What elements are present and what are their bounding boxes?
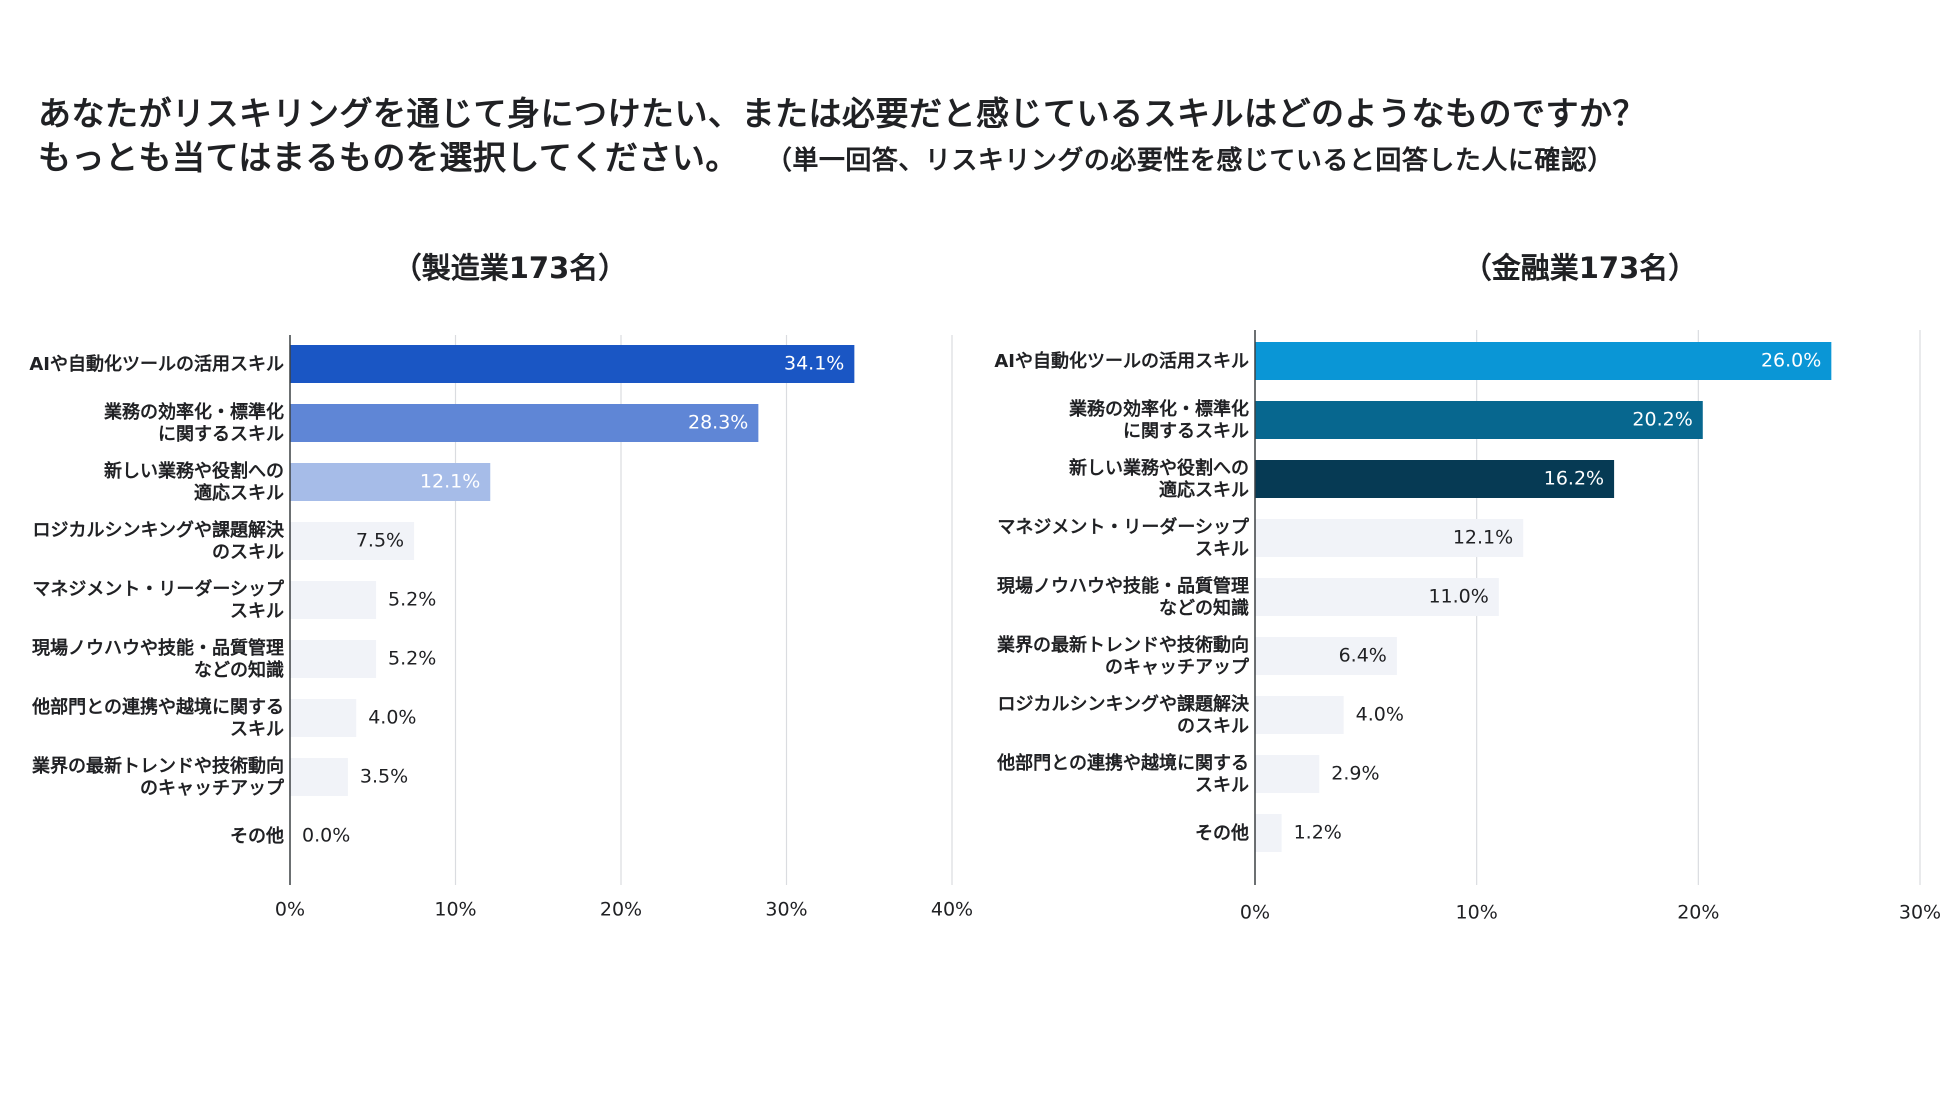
fin-tick-label: 10% [1456,902,1498,924]
fin-data-label: 11.0% [1428,586,1488,608]
fin-data-label: 6.4% [1339,645,1387,667]
title-line-2: もっとも当てはまるものを選択してください。 （単一回答、リスキリングの必要性を感じ… [38,136,1646,183]
fin-data-label: 4.0% [1356,704,1404,726]
fin-category-label: その他 [1195,822,1249,844]
fin-data-label: 20.2% [1632,409,1692,431]
mfg-category-label: ロジカルシンキングや課題解決のスキル [33,519,285,563]
fin-bar [1255,519,1524,557]
fin-data-label: 1.2% [1294,822,1342,844]
title-line-1: あなたがリスキリングを通じて身につけたい、または必要だと感じているスキルはどのよ… [38,94,1646,133]
fin-bar [1255,342,1832,380]
finance-chart-title: （金融業173名） [1462,251,1698,285]
mfg-category-label: 現場ノウハウや技能・品質管理などの知識 [32,637,284,681]
fin-category-label: 現場ノウハウや技能・品質管理などの知識 [997,575,1249,619]
mfg-category-label: 業務の効率化・標準化に関するスキル [103,401,284,445]
finance-chart-panel: （金融業173名） 0% 10% 20% 30% 26.0% AIや自動化ツールの活用スキ… [965,245,1950,945]
mfg-tick-label: 30% [765,899,807,921]
mfg-data-label: 28.3% [688,412,748,434]
fin-category-label: 他部門との連携や越境に関するスキル [996,752,1249,796]
fin-category-label: AIや自動化ツールの活用スキル [994,350,1249,372]
mfg-tick-label: 10% [434,899,476,921]
page-title: あなたがリスキリングを通じて身につけたい、または必要だと感じているスキルはどのよ… [38,92,1646,183]
fin-tick-label: 0% [1240,902,1270,924]
mfg-data-label: 5.2% [388,589,436,611]
mfg-category-label: 業界の最新トレンドや技術動向のキャッチアップ [31,755,285,799]
mfg-bar [290,640,377,678]
fin-data-label: 26.0% [1761,350,1821,372]
mfg-category-label: その他 [230,825,284,847]
mfg-bar [290,404,759,442]
fin-data-label: 2.9% [1331,763,1379,785]
mfg-bar [290,581,377,619]
manufacturing-chart-panel: （製造業173名） 0% 10% 20% 30% 40% 34.1% AIや自動化ツールの活… [0,245,990,945]
fin-category-label: マネジメント・リーダーシップスキル [997,516,1250,560]
mfg-category-label: 他部門との連携や越境に関するスキル [31,696,284,740]
fin-category-label: 新しい業務や役割への適応スキル [1069,457,1249,501]
mfg-category-label: AIや自動化ツールの活用スキル [29,353,284,375]
fin-category-label: 業務の効率化・標準化に関するスキル [1068,398,1249,442]
mfg-tick-label: 0% [275,899,305,921]
mfg-tick-label: 20% [600,899,642,921]
fin-bar [1255,814,1282,852]
fin-category-label: 業界の最新トレンドや技術動向のキャッチアップ [996,634,1250,678]
mfg-data-label: 3.5% [360,766,408,788]
fin-bar [1255,755,1320,793]
fin-bar [1255,460,1615,498]
mfg-bar [290,758,348,796]
mfg-data-label: 34.1% [784,353,844,375]
mfg-data-label: 12.1% [420,471,480,493]
title-line-2-text: もっとも当てはまるものを選択してください。 [38,138,739,177]
manufacturing-bar-chart: 0% 10% 20% 30% 40% 34.1% AIや自動化ツールの活用スキル 28.3% 業… [29,335,973,921]
finance-bar-chart: 0% 10% 20% 30% 26.0% AIや自動化ツールの活用スキル 20.2% 業務の効… [994,330,1941,924]
fin-data-label: 12.1% [1453,527,1513,549]
mfg-tick-label: 40% [931,899,973,921]
mfg-data-label: 7.5% [356,530,404,552]
mfg-data-label: 0.0% [302,825,350,847]
fin-bar [1255,696,1344,734]
mfg-data-label: 5.2% [388,648,436,670]
fin-tick-label: 20% [1677,902,1719,924]
mfg-bar [290,522,415,560]
mfg-data-label: 4.0% [368,707,416,729]
mfg-bar [290,699,357,737]
mfg-bar [290,463,491,501]
fin-bar [1255,637,1397,675]
fin-category-label: ロジカルシンキングや課題解決のスキル [998,693,1250,737]
fin-tick-label: 30% [1899,902,1941,924]
mfg-category-label: マネジメント・リーダーシップスキル [32,578,285,622]
mfg-bar [290,345,855,383]
fin-bar [1255,578,1499,616]
mfg-category-label: 新しい業務や役割への適応スキル [104,460,284,504]
fin-bar [1255,401,1703,439]
fin-data-label: 16.2% [1544,468,1604,490]
manufacturing-chart-title: （製造業173名） [392,251,628,285]
title-note: （単一回答、リスキリングの必要性を感じていると回答した人に確認） [778,146,1614,176]
